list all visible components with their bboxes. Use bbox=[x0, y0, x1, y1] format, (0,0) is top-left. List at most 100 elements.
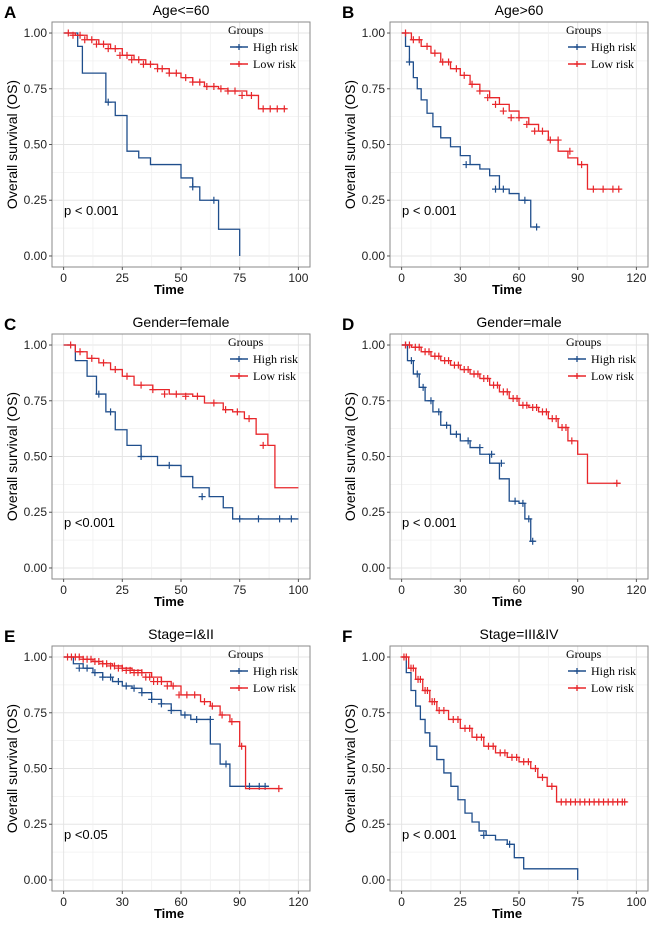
censor-mark bbox=[100, 40, 108, 48]
panel-e: E Stage=I&II 0.00 0.25 0.50 0.75 1.00 0 30 60 90 12… bbox=[4, 626, 311, 921]
censor-mark bbox=[135, 56, 143, 64]
km-curve-low-risk bbox=[401, 344, 621, 484]
censor-mark bbox=[245, 415, 253, 423]
x-tick-label: 25 bbox=[116, 583, 130, 597]
legend-label-high-risk: High risk bbox=[591, 664, 636, 678]
x-tick-label: 75 bbox=[571, 895, 585, 909]
censor-mark bbox=[67, 341, 75, 349]
y-tick-label: 0.50 bbox=[362, 450, 386, 464]
x-tick-label: 30 bbox=[454, 583, 468, 597]
legend-title: Groups bbox=[228, 23, 264, 37]
censor-mark bbox=[430, 698, 438, 706]
x-axis-title: Time bbox=[154, 594, 184, 609]
censor-mark bbox=[172, 390, 180, 398]
censor-mark bbox=[182, 74, 190, 82]
censor-mark bbox=[621, 798, 629, 806]
censor-mark bbox=[515, 114, 523, 122]
x-tick-label: 0 bbox=[60, 583, 67, 597]
p-value: p < 0.001 bbox=[64, 203, 119, 218]
censor-mark bbox=[548, 782, 556, 790]
censor-mark bbox=[217, 85, 225, 93]
censor-mark bbox=[64, 29, 72, 37]
censor-mark bbox=[69, 31, 77, 39]
panel-title: Age<=60 bbox=[153, 2, 210, 18]
x-tick-label: 100 bbox=[626, 895, 646, 909]
censor-mark bbox=[200, 698, 208, 706]
panel-letter: E bbox=[4, 627, 15, 646]
km-curve-high-risk bbox=[401, 656, 579, 880]
panel-title: Gender=female bbox=[133, 314, 230, 330]
censor-mark bbox=[118, 664, 126, 672]
x-tick-label: 60 bbox=[174, 895, 188, 909]
y-tick-label: 1.00 bbox=[24, 338, 48, 352]
censor-mark bbox=[107, 408, 115, 416]
censor-mark bbox=[402, 653, 410, 661]
x-axis-title: Time bbox=[154, 906, 184, 921]
censor-mark bbox=[75, 664, 83, 672]
censor-mark bbox=[409, 664, 417, 672]
km-curve-low-risk bbox=[401, 656, 627, 803]
censor-mark bbox=[193, 392, 201, 400]
legend-title: Groups bbox=[228, 647, 264, 661]
legend-title: Groups bbox=[228, 335, 264, 349]
x-tick-label: 75 bbox=[233, 271, 247, 285]
legend-key-mark bbox=[236, 373, 242, 379]
censor-mark bbox=[149, 386, 157, 394]
censor-mark bbox=[413, 370, 421, 378]
censor-mark bbox=[236, 515, 244, 523]
km-curve-low-risk bbox=[63, 344, 299, 489]
censor-mark bbox=[275, 785, 283, 793]
censor-mark bbox=[191, 691, 199, 699]
y-tick-label: 0.00 bbox=[362, 249, 386, 263]
y-tick-label: 1.00 bbox=[24, 650, 48, 664]
censor-mark bbox=[138, 689, 146, 697]
censor-mark bbox=[503, 388, 511, 396]
censor-mark bbox=[111, 45, 119, 53]
censor-mark bbox=[452, 65, 460, 73]
legend-key-mark bbox=[574, 685, 580, 691]
censor-mark bbox=[480, 831, 488, 839]
censor-mark bbox=[100, 359, 108, 367]
censor-mark bbox=[415, 36, 423, 44]
y-axis-title: Overall survival (OS) bbox=[4, 80, 20, 209]
x-axis-title: Time bbox=[492, 282, 522, 297]
censor-mark bbox=[130, 684, 138, 692]
censor-mark bbox=[167, 707, 175, 715]
panel-letter: D bbox=[342, 315, 354, 334]
x-tick-label: 100 bbox=[288, 583, 308, 597]
censor-mark bbox=[521, 196, 529, 204]
censor-mark bbox=[423, 42, 431, 50]
censor-mark bbox=[529, 537, 537, 545]
censor-mark bbox=[114, 678, 122, 686]
x-tick-label: 60 bbox=[512, 583, 526, 597]
legend-label-high-risk: High risk bbox=[253, 664, 298, 678]
censor-mark bbox=[103, 660, 111, 668]
legend-label-low-risk: Low risk bbox=[253, 57, 296, 71]
censor-mark bbox=[110, 662, 118, 670]
censor-mark bbox=[137, 381, 145, 389]
censor-mark bbox=[525, 515, 533, 523]
censor-mark bbox=[435, 352, 443, 360]
censor-mark bbox=[554, 136, 562, 144]
censor-mark bbox=[81, 36, 89, 44]
x-tick-label: 0 bbox=[398, 583, 405, 597]
censor-mark bbox=[182, 392, 190, 400]
legend-label-high-risk: High risk bbox=[591, 40, 636, 54]
censor-mark bbox=[210, 399, 218, 407]
censor-mark bbox=[183, 691, 191, 699]
censor-mark bbox=[409, 36, 417, 44]
censor-mark bbox=[452, 430, 460, 438]
censor-mark bbox=[75, 653, 83, 661]
censor-mark bbox=[76, 348, 84, 356]
x-tick-label: 90 bbox=[571, 271, 585, 285]
x-tick-label: 90 bbox=[571, 583, 585, 597]
censor-mark bbox=[425, 348, 433, 356]
censor-mark bbox=[613, 479, 621, 487]
censor-mark bbox=[566, 147, 574, 155]
panel-title: Gender=male bbox=[476, 314, 561, 330]
legend-label-high-risk: High risk bbox=[253, 352, 298, 366]
censor-mark bbox=[111, 366, 119, 374]
censor-mark bbox=[95, 657, 103, 665]
x-tick-label: 50 bbox=[174, 583, 188, 597]
